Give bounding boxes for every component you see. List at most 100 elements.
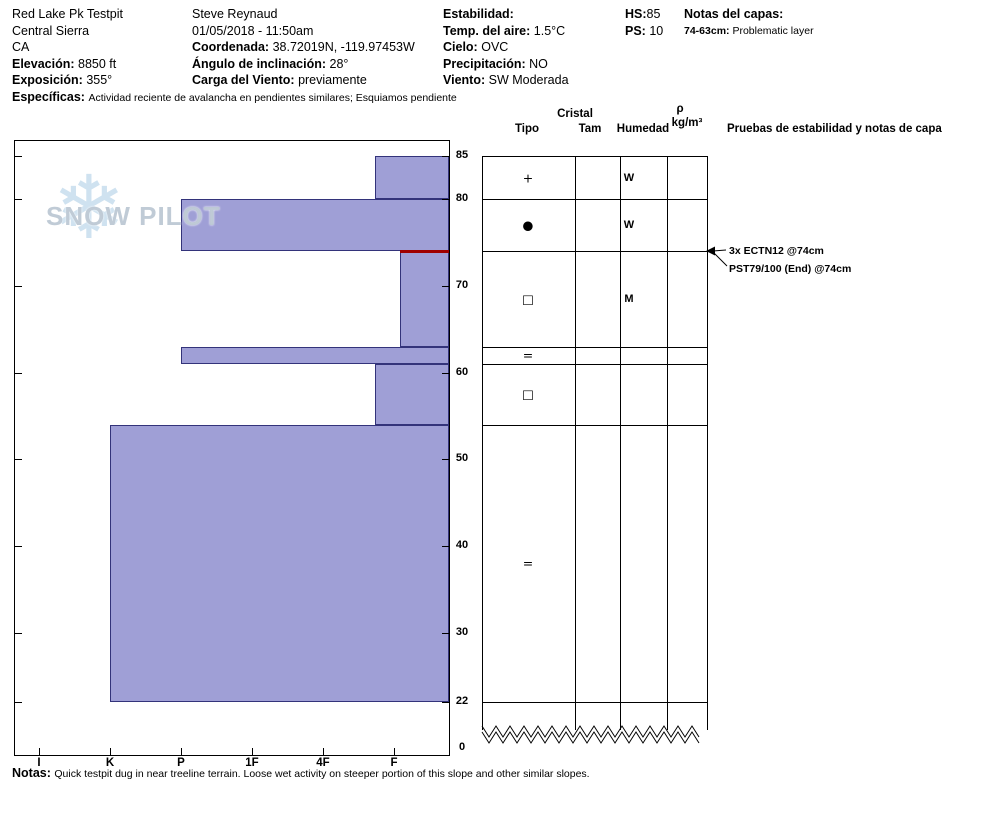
slope-angle-line: Ángulo de inclinación: 28°: [192, 56, 415, 73]
crystal-group-header: Cristal: [557, 108, 593, 120]
column-divider-line: [482, 156, 483, 730]
site-state: CA: [12, 40, 30, 55]
hardness-tick-label: 4F: [316, 757, 330, 769]
sky-label: Cielo:: [443, 40, 478, 55]
hs-label: HS:: [625, 7, 647, 21]
layer-bar: [181, 199, 449, 252]
hardness-tick-label: I: [37, 757, 41, 769]
wind-label: Viento:: [443, 73, 486, 88]
hardness-tick: [252, 748, 253, 755]
hardness-tick: [323, 748, 324, 755]
site-name: Red Lake Pk Testpit: [12, 7, 123, 21]
density-unit-header: kg/m³: [671, 117, 703, 129]
profile-plot-frame: [14, 140, 450, 756]
hardness-tick-label: 1F: [245, 757, 259, 769]
location-block: Red Lake Pk Testpit Central Sierra CA El…: [12, 6, 123, 89]
column-divider-line: [575, 156, 576, 730]
layer-note-line: 74-63cm: Problematic layer: [684, 23, 814, 40]
ps-line: PS: 10: [625, 23, 663, 40]
depth-tick: [442, 286, 449, 287]
ps-label: PS:: [625, 23, 646, 38]
notes-label: Notas:: [12, 766, 51, 780]
slope-angle-label: Ángulo de inclinación:: [192, 56, 327, 71]
hardness-tick: [39, 748, 40, 755]
problematic-layer-line: [399, 250, 449, 254]
coordinates-line: Coordenada: 38.72019N, -119.97453W: [192, 39, 415, 56]
coordinates-label: Coordenada:: [192, 40, 270, 55]
grain-type-symbol: ●: [522, 217, 534, 233]
air-temp-line: Temp. del aire: 1.5°C: [443, 23, 569, 40]
hardness-tick-label: F: [390, 757, 398, 769]
depth-tick: [15, 372, 22, 374]
depth-tick: [15, 199, 22, 201]
depth-tick: [442, 702, 449, 703]
depth-tick-label: 70: [455, 279, 469, 291]
grain-type-column-header: Tipo: [514, 123, 540, 135]
sky-line: Cielo: OVC: [443, 39, 569, 56]
depth-tick: [442, 546, 449, 547]
aspect-line: Exposición: 355°: [12, 72, 123, 89]
aspect-value: 355°: [86, 73, 113, 88]
depth-tick: [15, 286, 22, 287]
sky-value: OVC: [481, 40, 509, 55]
wind-loading-value: previamente: [298, 73, 367, 88]
grain-type-symbol: =: [522, 555, 534, 571]
snowflake-icon: ❄: [52, 156, 126, 259]
layer-bar: [374, 156, 449, 200]
elevation-value: 8850 ft: [78, 56, 117, 71]
test2-leader-line: [712, 251, 728, 267]
layer-bar: [374, 364, 449, 425]
layer-notes-header: Notas del capas:: [684, 6, 814, 23]
hs-line: HS:85: [625, 6, 663, 23]
depth-tick: [15, 459, 22, 461]
depth-tick-label: 85: [455, 149, 469, 161]
notes-text: Quick testpit dug in near treeline terra…: [54, 768, 590, 780]
elevation-line: Elevación: 8850 ft: [12, 56, 123, 73]
hs-value: 85: [646, 7, 661, 21]
hardness-tick: [181, 748, 182, 755]
coordinates-value: 38.72019N, -119.97453W: [272, 40, 415, 55]
column-divider-line: [667, 156, 668, 730]
specifics-value: Actividad reciente de avalancha en pendi…: [88, 92, 457, 104]
aspect-label: Exposición:: [12, 73, 83, 88]
air-temp-label: Temp. del aire:: [443, 23, 531, 38]
depth-tick: [15, 546, 22, 547]
depth-tick-label: 30: [455, 625, 469, 638]
depth-tick-label: 40: [455, 539, 469, 551]
grain-type-symbol: +: [522, 170, 534, 186]
elevation-label: Elevación:: [12, 56, 75, 71]
hardness-tick-label: K: [105, 757, 115, 769]
hardness-tick: [110, 748, 111, 755]
hardness-tick-label: P: [177, 757, 185, 769]
grain-type-symbol: =: [522, 347, 534, 363]
observer-block: Steve Reynaud 01/05/2018 - 11:50am Coord…: [192, 6, 415, 89]
layer-notes-block: Notas del capas: 74-63cm: Problematic la…: [684, 6, 814, 39]
layer-boundary-line: [482, 156, 707, 157]
depth-tick: [15, 156, 22, 157]
snow-break-zigzag: [481, 731, 700, 744]
layer-boundary-line: [482, 346, 707, 348]
layer-boundary-line: [482, 364, 707, 365]
stability-test-1: 3x ECTN12 @74cm: [729, 245, 824, 257]
precip-value: NO: [529, 56, 548, 71]
depth-tick-label: 0: [458, 741, 466, 753]
column-divider-line: [707, 156, 708, 730]
observation-datetime: 01/05/2018 - 11:50am: [192, 23, 314, 38]
depth-tick-label: 60: [455, 365, 469, 378]
layer-bar: [399, 251, 449, 347]
grain-size-column-header: Tam: [578, 123, 602, 135]
hardness-tick: [394, 748, 395, 755]
depth-tick: [442, 459, 449, 461]
layer-boundary-line: [482, 199, 707, 201]
layer-bar: [181, 346, 449, 364]
precip-line: Precipitación: NO: [443, 56, 569, 73]
moisture-column-header: Humedad: [616, 123, 670, 135]
depth-tick-label: 80: [455, 192, 469, 205]
observer-name: Steve Reynaud: [192, 7, 278, 21]
layer-note-text: Problematic layer: [732, 24, 814, 37]
specifics-line: Específicas: Actividad reciente de avala…: [12, 89, 457, 107]
precip-label: Precipitación:: [443, 56, 526, 71]
layer-notes-label: Notas del capas:: [684, 7, 784, 21]
depth-tick: [442, 156, 449, 157]
depth-tick-label: 22: [455, 695, 469, 707]
